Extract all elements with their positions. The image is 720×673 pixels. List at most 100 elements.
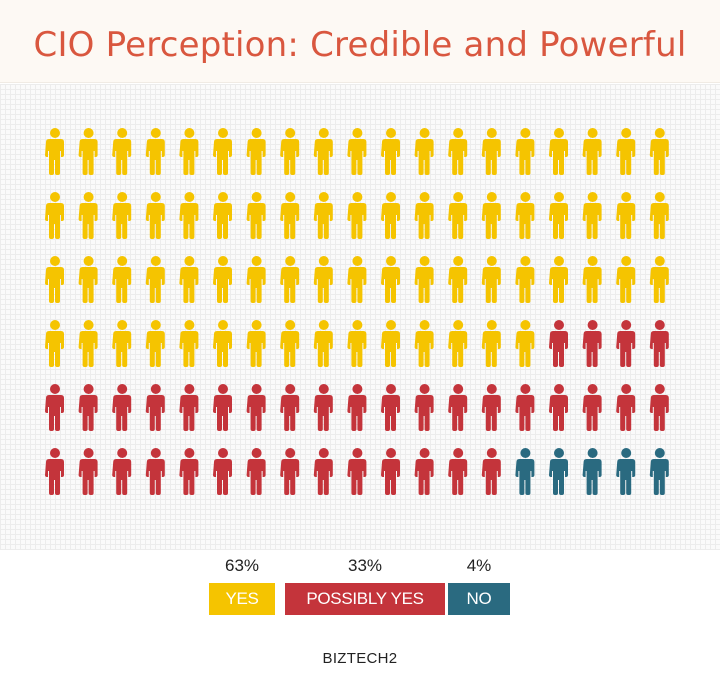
person-icon-yes xyxy=(616,256,636,303)
person-icon-yes xyxy=(481,320,501,367)
source-label: BIZTECH2 xyxy=(322,650,398,667)
person-icon-yes xyxy=(515,256,535,303)
legend-no: NO xyxy=(448,583,510,615)
person-icon-possibly-yes xyxy=(246,384,266,431)
person-icon-possibly-yes xyxy=(448,384,468,431)
person-icon-yes xyxy=(313,256,333,303)
person-icon-yes xyxy=(347,192,367,239)
person-icon-yes xyxy=(381,192,400,239)
yes-percent-label: 63% xyxy=(224,556,260,575)
person-icon-yes xyxy=(213,128,232,175)
person-icon-yes xyxy=(481,128,501,175)
person-icon-possibly-yes xyxy=(145,448,165,495)
person-icon-yes xyxy=(381,256,400,303)
person-icon-possibly-yes xyxy=(481,384,501,431)
person-icon-possibly-yes xyxy=(313,384,333,431)
person-icon-possibly-yes xyxy=(649,384,669,431)
person-icon-yes xyxy=(649,256,669,303)
person-icon-possibly-yes xyxy=(112,384,132,431)
person-icon-possibly-yes xyxy=(549,320,568,367)
person-icon-yes xyxy=(414,256,434,303)
person-icon-possibly-yes xyxy=(313,448,333,495)
person-icon-possibly-yes xyxy=(213,384,232,431)
person-icon-yes xyxy=(213,192,232,239)
person-icon-yes xyxy=(515,192,535,239)
person-icon-yes xyxy=(246,256,266,303)
person-icon-yes xyxy=(213,256,232,303)
person-icon-no xyxy=(549,448,568,495)
person-icon-yes xyxy=(280,256,300,303)
person-icon-yes xyxy=(582,192,602,239)
person-icon-possibly-yes xyxy=(549,384,568,431)
person-icon-yes xyxy=(145,256,165,303)
person-icon-no xyxy=(582,448,602,495)
person-icon-possibly-yes xyxy=(616,384,636,431)
person-icon-possibly-yes xyxy=(45,384,64,431)
person-icon-yes xyxy=(649,192,669,239)
person-icon-possibly-yes xyxy=(45,448,64,495)
person-icon-yes xyxy=(246,128,266,175)
person-icon-yes xyxy=(549,128,568,175)
person-icon-yes xyxy=(45,320,64,367)
person-icon-yes xyxy=(582,256,602,303)
person-icon-yes xyxy=(448,128,468,175)
person-icon-possibly-yes xyxy=(649,320,669,367)
person-icon-possibly-yes xyxy=(78,448,98,495)
person-icon-yes xyxy=(213,320,232,367)
person-icon-yes xyxy=(549,192,568,239)
person-icon-possibly-yes xyxy=(582,384,602,431)
person-icon-yes xyxy=(145,320,165,367)
person-icon-yes xyxy=(246,320,266,367)
person-icon-yes xyxy=(481,192,501,239)
person-icon-possibly-yes xyxy=(381,448,400,495)
chart-title: CIO Perception: Credible and Powerful xyxy=(33,25,687,65)
person-icon-possibly-yes xyxy=(280,448,300,495)
person-icon-no xyxy=(616,448,636,495)
legend-yes: YES xyxy=(209,583,275,615)
person-icon-yes xyxy=(78,128,98,175)
person-icon-yes xyxy=(616,192,636,239)
pictogram-grid xyxy=(45,128,669,495)
person-icon-yes xyxy=(381,320,400,367)
person-icon-yes xyxy=(448,320,468,367)
person-icon-possibly-yes xyxy=(515,384,535,431)
person-icon-yes xyxy=(246,192,266,239)
person-icon-yes xyxy=(280,128,300,175)
person-icon-yes xyxy=(145,128,165,175)
person-icon-yes xyxy=(280,192,300,239)
person-icon-yes xyxy=(381,128,400,175)
person-icon-yes xyxy=(414,192,434,239)
person-icon-possibly-yes xyxy=(179,448,199,495)
person-icon-yes xyxy=(280,320,300,367)
person-icon-possibly-yes xyxy=(179,384,199,431)
person-icon-possibly-yes xyxy=(414,384,434,431)
title-band: CIO Perception: Credible and Powerful xyxy=(0,0,720,83)
person-icon-yes xyxy=(515,320,535,367)
person-icon-yes xyxy=(112,128,132,175)
no-percent-label: 4% xyxy=(466,556,492,575)
person-icon-possibly-yes xyxy=(347,448,367,495)
person-icon-yes xyxy=(414,128,434,175)
person-icon-possibly-yes xyxy=(78,384,98,431)
person-icon-possibly-yes xyxy=(112,448,132,495)
person-icon-yes xyxy=(78,256,98,303)
person-icon-yes xyxy=(448,256,468,303)
person-icon-yes xyxy=(549,256,568,303)
person-icon-yes xyxy=(347,320,367,367)
person-icon-yes xyxy=(145,192,165,239)
person-icon-yes xyxy=(313,320,333,367)
person-icon-yes xyxy=(481,256,501,303)
person-icon-yes xyxy=(448,192,468,239)
person-icon-possibly-yes xyxy=(145,384,165,431)
person-icon-no xyxy=(649,448,669,495)
person-icon-possibly-yes xyxy=(582,320,602,367)
person-icon-yes xyxy=(45,256,64,303)
person-icon-yes xyxy=(616,128,636,175)
person-icon-yes xyxy=(45,128,64,175)
person-icon-possibly-yes xyxy=(213,448,232,495)
person-icon-yes xyxy=(515,128,535,175)
person-icon-yes xyxy=(582,128,602,175)
pictogram-area xyxy=(0,84,720,550)
person-icon-yes xyxy=(313,192,333,239)
